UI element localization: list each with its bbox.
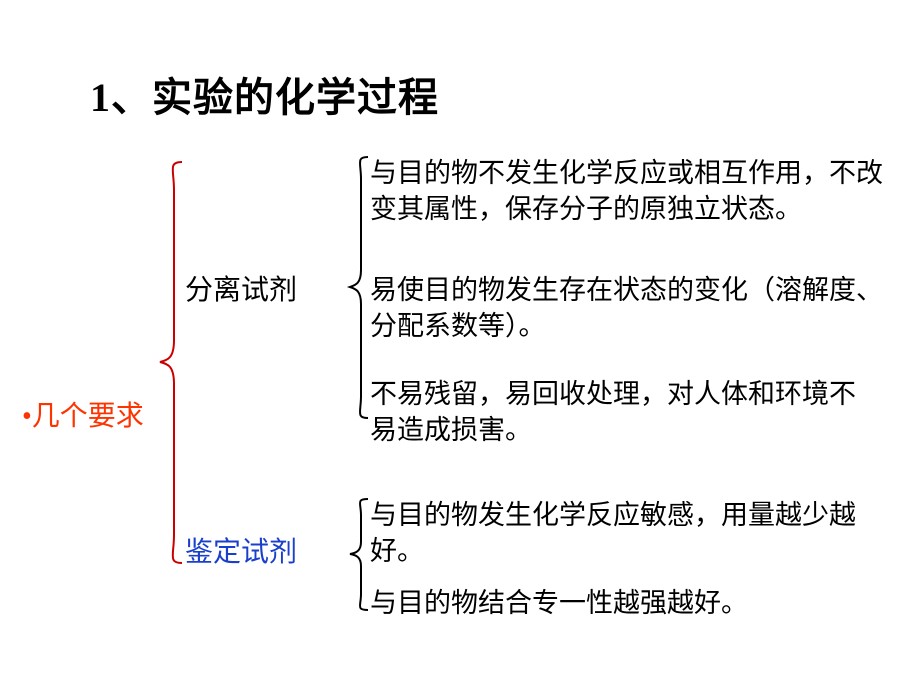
brace-root	[158, 160, 182, 565]
slide-title: 1、实验的化学过程	[90, 65, 439, 123]
identification-label: 鉴定试剂	[185, 530, 297, 570]
separation-label: 分离试剂	[185, 268, 297, 308]
sep-item-1: 与目的物不发生化学反应或相互作用，不改变其属性，保存分子的原独立状态。	[370, 155, 900, 228]
slide-container: 1、实验的化学过程 •几个要求 分离试剂 鉴定试剂 与目的物不发生化学反应或相互…	[0, 0, 920, 690]
ident-item-1: 与目的物发生化学反应敏感，用量越少越好。	[370, 497, 900, 570]
sep-item-2: 易使目的物发生存在状态的变化（溶解度、分配系数等）。	[370, 272, 900, 345]
brace-identification	[348, 497, 368, 612]
brace-separation	[348, 155, 368, 420]
sep-item-3: 不易残留，易回收处理，对人体和环境不易造成损害。	[370, 376, 880, 449]
root-label: •几个要求	[22, 394, 144, 434]
ident-item-2: 与目的物结合专一性越强越好。	[370, 585, 900, 621]
